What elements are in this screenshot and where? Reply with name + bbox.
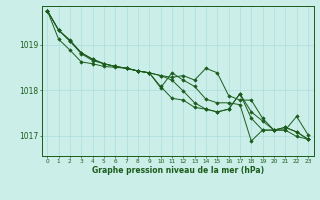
X-axis label: Graphe pression niveau de la mer (hPa): Graphe pression niveau de la mer (hPa) (92, 166, 264, 175)
